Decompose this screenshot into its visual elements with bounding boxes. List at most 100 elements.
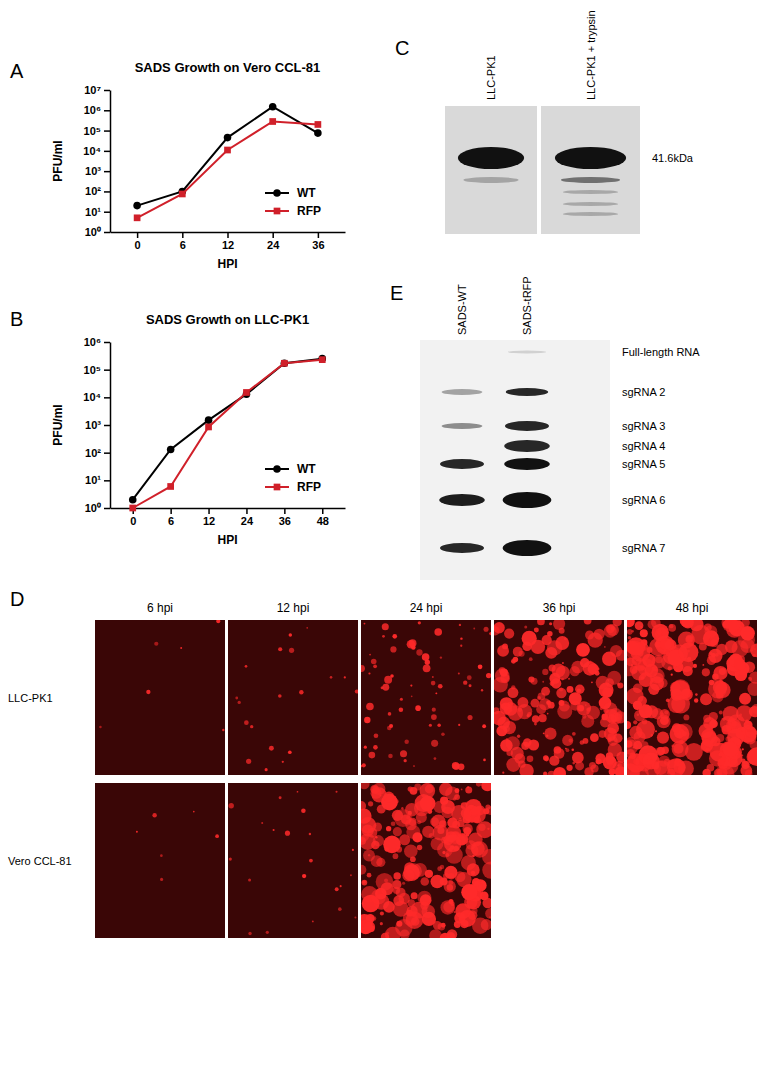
fluorescent-cell bbox=[640, 741, 648, 749]
fluorescent-cell bbox=[368, 801, 373, 806]
blot-band bbox=[563, 212, 618, 216]
fluorescent-cell bbox=[604, 646, 606, 648]
fluorescent-cell bbox=[380, 912, 384, 916]
fluorescent-cell bbox=[627, 620, 635, 627]
fluorescent-cell bbox=[725, 640, 738, 653]
fluorescent-cell bbox=[381, 686, 384, 689]
fluorescent-cell bbox=[445, 787, 459, 801]
fluorescent-cell bbox=[362, 880, 368, 886]
fluorescent-cell bbox=[544, 728, 556, 740]
fluorescent-cell bbox=[453, 763, 460, 770]
size-marker: 41.6kDa bbox=[652, 152, 694, 164]
fluorescent-cell bbox=[417, 845, 422, 850]
blot-membrane bbox=[420, 340, 610, 580]
fluorescent-cell bbox=[390, 646, 396, 652]
fluorescent-cell bbox=[441, 800, 455, 814]
tick-mark bbox=[104, 508, 110, 510]
fluorescent-cell bbox=[506, 736, 520, 750]
fluorescent-cell bbox=[435, 692, 437, 694]
fluorescent-cell bbox=[481, 689, 483, 691]
data-point bbox=[224, 134, 232, 142]
fluorescent-cell bbox=[748, 677, 750, 679]
data-point bbox=[281, 360, 288, 367]
fluorescent-cell bbox=[422, 826, 434, 838]
fluorescent-cell bbox=[559, 700, 565, 706]
fluorescent-cell bbox=[591, 681, 593, 683]
fluorescent-cell bbox=[515, 753, 526, 764]
y-tick: 10⁵ bbox=[84, 364, 110, 376]
tick-label: 0 bbox=[130, 515, 136, 527]
data-point bbox=[129, 505, 136, 512]
fluorescent-cell bbox=[229, 857, 232, 860]
fluorescent-cell bbox=[749, 706, 757, 717]
x-tick: 12 bbox=[203, 508, 215, 527]
fluorescent-cell bbox=[460, 637, 462, 639]
fluorescent-cell bbox=[384, 847, 389, 852]
y-tick: 10⁰ bbox=[85, 226, 110, 238]
fluorescent-cell bbox=[152, 813, 156, 817]
fluorescent-cell bbox=[747, 682, 757, 696]
fluorescent-cell bbox=[504, 628, 514, 638]
fluorescent-cell bbox=[364, 746, 367, 749]
micrograph bbox=[228, 620, 358, 775]
tick-label: 10⁰ bbox=[85, 502, 101, 514]
fluorescent-cell bbox=[374, 733, 379, 738]
y-tick: 10⁷ bbox=[84, 84, 110, 96]
fluorescent-cell bbox=[577, 688, 581, 692]
fluorescent-cell bbox=[335, 791, 337, 793]
fluorescent-cell bbox=[438, 684, 443, 689]
fluorescent-cell bbox=[246, 759, 251, 764]
fluorescent-cell bbox=[627, 763, 640, 775]
tick-label: 36 bbox=[312, 239, 324, 251]
fluorescent-cell bbox=[364, 623, 366, 625]
fluorescent-cell bbox=[489, 916, 491, 918]
fluorescent-cell bbox=[461, 855, 476, 870]
lane-label: LLC-PK1 + trypsin bbox=[585, 10, 597, 100]
fluorescent-cell bbox=[743, 762, 748, 767]
fluorescent-cell bbox=[335, 887, 339, 891]
fluorescent-cell bbox=[289, 648, 294, 653]
tick-label: 10¹ bbox=[85, 206, 101, 218]
fluorescent-cell bbox=[580, 740, 585, 745]
data-point bbox=[269, 103, 277, 111]
y-tick: 10¹ bbox=[85, 206, 110, 218]
fluorescent-cell bbox=[452, 762, 460, 770]
tick-mark bbox=[104, 130, 110, 132]
fluorescent-cell bbox=[425, 660, 430, 665]
fluorescent-cell bbox=[458, 672, 460, 674]
fluorescent-cell bbox=[245, 665, 248, 668]
data-point bbox=[224, 147, 231, 154]
fluorescent-cell bbox=[582, 654, 584, 656]
fluorescent-cell bbox=[655, 730, 657, 732]
fluorescent-cell bbox=[445, 853, 449, 857]
blot-band bbox=[442, 423, 483, 429]
fluorescent-cell bbox=[447, 884, 453, 890]
fluorescent-cell bbox=[404, 844, 418, 858]
fluorescent-cell bbox=[309, 859, 313, 863]
blot-band bbox=[504, 458, 550, 470]
fluorescent-cell bbox=[702, 668, 710, 676]
fluorescent-cell bbox=[416, 649, 422, 655]
legend-item: WT bbox=[265, 462, 316, 476]
fluorescent-cell bbox=[549, 622, 552, 625]
fluorescent-cell bbox=[543, 772, 547, 775]
band-label: sgRNA 6 bbox=[622, 494, 665, 506]
fluorescent-cell bbox=[431, 681, 436, 686]
tick-mark bbox=[104, 211, 110, 213]
legend-item: RFP bbox=[265, 204, 321, 218]
tick-label: 10⁷ bbox=[84, 84, 101, 96]
fluorescent-cell bbox=[633, 701, 642, 710]
fluorescent-cell bbox=[566, 765, 572, 771]
fluorescent-cell bbox=[648, 684, 659, 695]
fluorescent-cell bbox=[409, 639, 417, 647]
column-label: 6 hpi bbox=[147, 601, 173, 615]
legend-item: RFP bbox=[265, 480, 321, 494]
x-axis-title: HPI bbox=[217, 257, 237, 271]
fluorescent-cell bbox=[330, 676, 333, 679]
panel-letter: E bbox=[390, 282, 403, 304]
tick-mark bbox=[104, 425, 110, 427]
fluorescent-cell bbox=[666, 698, 670, 702]
fluorescent-cell bbox=[396, 846, 402, 852]
fluorescent-cell bbox=[454, 788, 459, 793]
fluorescent-cell bbox=[420, 901, 428, 909]
